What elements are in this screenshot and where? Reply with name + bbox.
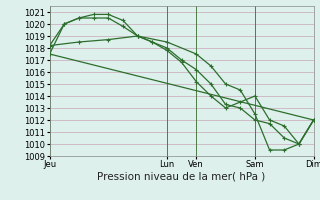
X-axis label: Pression niveau de la mer( hPa ): Pression niveau de la mer( hPa ) (98, 172, 266, 182)
